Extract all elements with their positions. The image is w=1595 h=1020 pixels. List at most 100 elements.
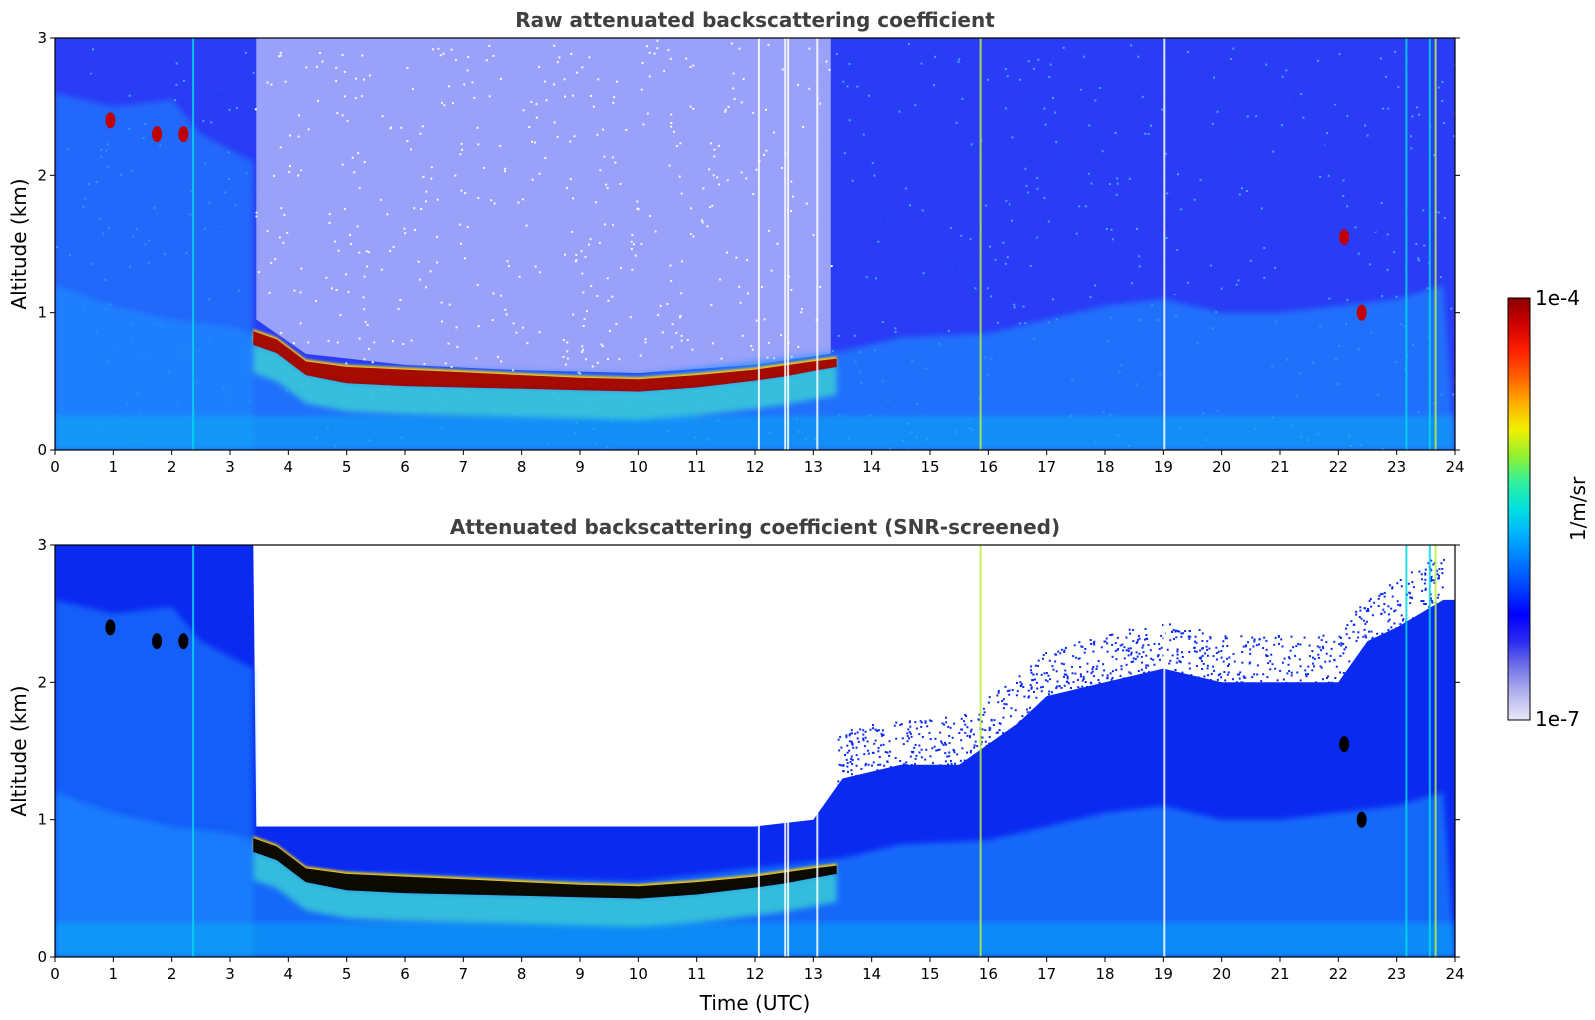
x-tick-label: 0 — [50, 965, 60, 983]
x-tick-label: 15 — [920, 458, 939, 476]
x-tick-label: 10 — [629, 965, 648, 983]
x-tick-label: 18 — [1095, 965, 1114, 983]
panel-title-raw: Raw attenuated backscattering coefficien… — [515, 8, 995, 32]
x-tick-label: 23 — [1387, 965, 1406, 983]
x-tick-label: 11 — [687, 458, 706, 476]
x-tick-label: 9 — [575, 458, 585, 476]
x-tick-label: 19 — [1154, 965, 1173, 983]
heatmap-screened — [55, 545, 1455, 957]
x-tick-label: 5 — [342, 458, 352, 476]
x-tick-label: 2 — [167, 458, 177, 476]
colorbar-max-label: 1e-4 — [1535, 286, 1580, 310]
y-tick-label: 0 — [37, 441, 47, 459]
x-tick-label: 7 — [459, 965, 469, 983]
vertical-streak — [192, 545, 195, 957]
cloud-blob — [1339, 736, 1350, 753]
y-ticks-raw: 0 1 2 3 — [37, 29, 1460, 459]
x-tick-label: 17 — [1037, 458, 1056, 476]
x-tick-label: 17 — [1037, 965, 1056, 983]
vertical-streak — [784, 38, 787, 450]
clear-sky-zone — [256, 38, 831, 374]
x-tick-label: 5 — [342, 965, 352, 983]
cloud-blob — [1356, 304, 1367, 321]
vertical-streak — [787, 38, 790, 450]
x-tick-label: 3 — [225, 965, 235, 983]
panel-screened: Attenuated backscattering coefficient (S… — [7, 515, 1465, 1015]
x-ticks-raw: 0 1 2 3 4 5 6 7 8 9 10 11 12 13 14 15 16 17 18 19 20 21 22 23 24 — [50, 450, 1465, 476]
x-tick-label: 1 — [109, 965, 119, 983]
surface-layer — [55, 922, 1455, 957]
vertical-streak — [784, 545, 787, 957]
heatmap-raw — [55, 38, 1455, 450]
x-tick-label: 8 — [517, 458, 527, 476]
cloud-blob — [105, 619, 116, 636]
x-tick-label: 6 — [400, 965, 410, 983]
vertical-streak — [1428, 38, 1431, 450]
vertical-streak — [757, 38, 760, 450]
vertical-streak — [787, 545, 790, 957]
cloud-blob — [152, 633, 163, 650]
cloud-blob — [178, 633, 189, 650]
x-tick-label: 12 — [745, 458, 764, 476]
x-tick-label: 4 — [284, 965, 294, 983]
x-tick-label: 21 — [1270, 965, 1289, 983]
vertical-streak — [1163, 545, 1166, 957]
y-tick-label: 2 — [37, 673, 47, 691]
colorbar: 1e-4 1e-7 1/m/sr — [1507, 286, 1590, 731]
y-tick-label: 1 — [37, 304, 47, 322]
vertical-streak — [757, 545, 760, 957]
vertical-streak — [979, 38, 982, 450]
cloud-virga — [253, 849, 837, 927]
cloud-virga — [253, 342, 837, 420]
x-tick-label: 20 — [1212, 965, 1231, 983]
vertical-streak — [1428, 545, 1431, 957]
x-tick-label: 6 — [400, 458, 410, 476]
x-tick-label: 24 — [1445, 458, 1464, 476]
vertical-streak — [1434, 545, 1437, 957]
x-tick-label: 11 — [687, 965, 706, 983]
x-tick-label: 0 — [50, 458, 60, 476]
x-tick-label: 8 — [517, 965, 527, 983]
y-tick-label: 1 — [37, 811, 47, 829]
x-tick-label: 24 — [1445, 965, 1464, 983]
cloud-core — [253, 331, 837, 392]
x-tick-label: 14 — [862, 965, 881, 983]
x-tick-label: 1 — [109, 458, 119, 476]
x-tick-label: 10 — [629, 458, 648, 476]
x-tick-label: 19 — [1154, 458, 1173, 476]
vertical-streak — [816, 38, 819, 450]
y-axis-label-raw: Altitude (km) — [7, 178, 31, 309]
x-tick-label: 23 — [1387, 458, 1406, 476]
cloud-blob — [178, 126, 189, 143]
x-tick-label: 7 — [459, 458, 469, 476]
vertical-streak — [979, 545, 982, 957]
x-tick-label: 3 — [225, 458, 235, 476]
colorbar-unit-label: 1/m/sr — [1566, 476, 1590, 541]
colorbar-fill — [1508, 298, 1530, 720]
surface-layer — [55, 415, 1455, 450]
x-tick-label: 16 — [979, 965, 998, 983]
x-tick-label: 2 — [167, 965, 177, 983]
vertical-streak — [1405, 545, 1408, 957]
cloud-blob — [152, 126, 163, 143]
x-tick-label: 13 — [804, 965, 823, 983]
vertical-streak — [1163, 38, 1166, 450]
colorbar-frame — [1507, 297, 1531, 721]
y-ticks-screened: 0 1 2 3 — [37, 536, 1460, 966]
x-axis-label: Time (UTC) — [699, 991, 811, 1015]
colorbar-min-label: 1e-7 — [1535, 707, 1580, 731]
x-tick-label: 21 — [1270, 458, 1289, 476]
x-tick-label: 4 — [284, 458, 294, 476]
x-ticks-screened: 0 1 2 3 4 5 6 7 8 9 10 11 12 13 14 15 16 17 18 19 20 21 22 23 24 — [50, 957, 1465, 983]
y-tick-label: 0 — [37, 948, 47, 966]
cloud-blob — [105, 112, 116, 129]
vertical-streak — [1405, 38, 1408, 450]
cloud-blob — [1356, 811, 1367, 828]
vertical-streak — [816, 545, 819, 957]
y-tick-label: 2 — [37, 166, 47, 184]
cloud-blob — [1339, 229, 1350, 246]
x-tick-label: 22 — [1329, 458, 1348, 476]
x-tick-label: 16 — [979, 458, 998, 476]
panel-title-screened: Attenuated backscattering coefficient (S… — [450, 515, 1060, 539]
